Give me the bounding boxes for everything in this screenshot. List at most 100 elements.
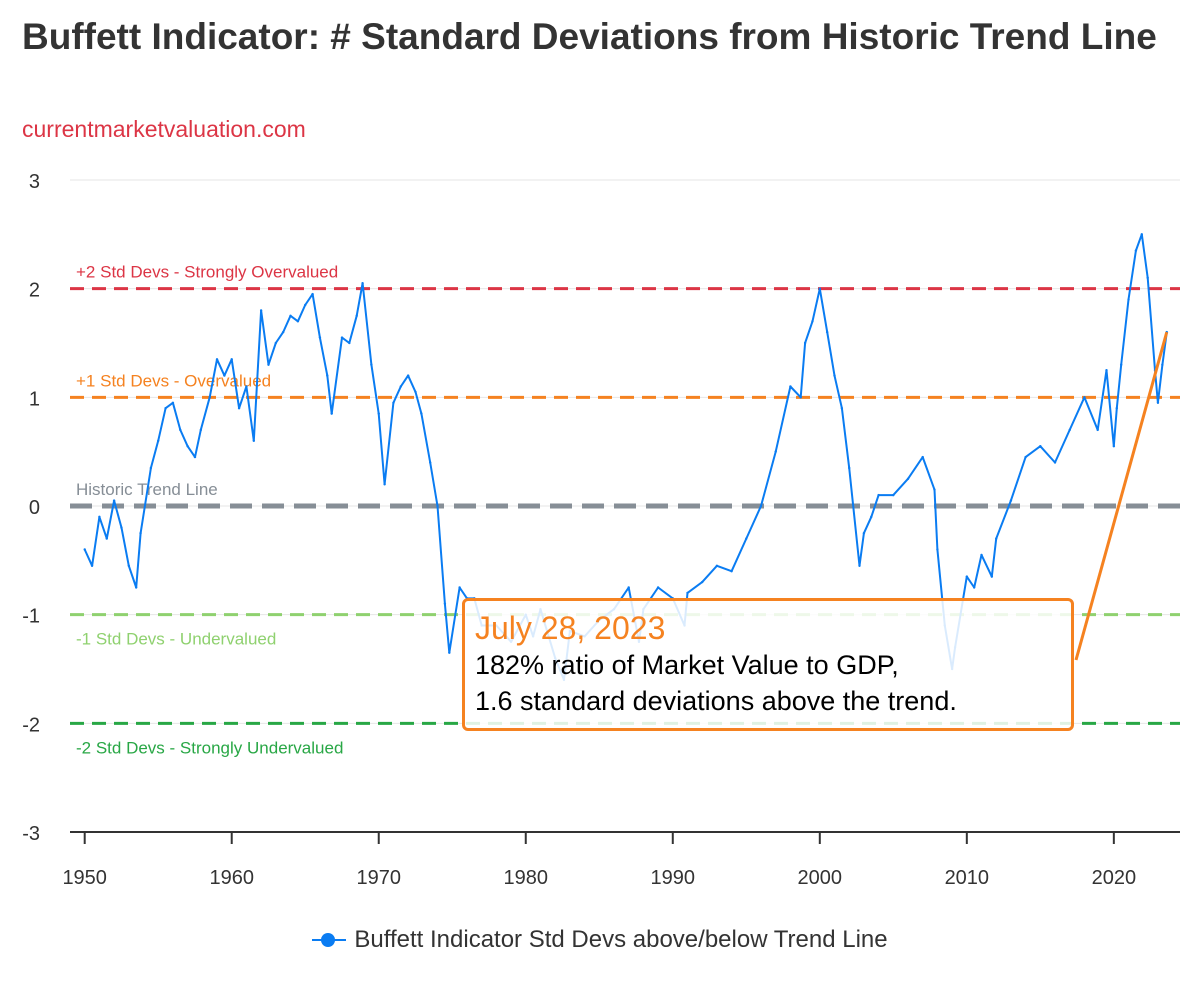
series-point xyxy=(304,303,307,307)
series-point xyxy=(179,428,182,432)
series-point xyxy=(921,455,924,459)
series-point xyxy=(215,358,219,361)
series-point xyxy=(171,401,175,404)
series-point xyxy=(818,287,822,290)
series-point xyxy=(799,396,802,399)
x-tick-label: 2010 xyxy=(945,867,990,889)
series-point xyxy=(120,526,123,529)
tooltip-date: July 28, 2023 xyxy=(475,610,666,646)
series-point xyxy=(745,537,748,540)
series-point xyxy=(348,341,351,345)
series-point xyxy=(340,336,344,339)
series-point xyxy=(428,461,432,464)
data-tooltip: July 28, 2023 182% ratio of Market Value… xyxy=(462,598,1074,731)
tooltip-ratio-text: 182% ratio of Market Value to GDP, xyxy=(475,650,899,680)
series-point xyxy=(252,439,255,442)
series-point xyxy=(383,483,386,486)
series-point xyxy=(627,586,630,589)
series-point xyxy=(848,466,851,470)
series-point xyxy=(1024,455,1027,459)
series-point xyxy=(1083,396,1086,399)
series-point xyxy=(318,336,322,339)
series-point xyxy=(1112,445,1116,448)
series-point xyxy=(1146,276,1149,279)
series-point xyxy=(208,396,211,399)
series-point xyxy=(377,412,380,415)
series-point xyxy=(870,515,873,519)
series-point xyxy=(1140,233,1143,236)
series-point xyxy=(1068,428,1071,432)
series-point xyxy=(448,651,451,654)
series-point xyxy=(906,477,910,481)
series-point xyxy=(1115,407,1118,410)
chart-legend[interactable]: Buffett Indicator Std Devs above/below T… xyxy=(0,926,1200,954)
series-point xyxy=(406,374,410,377)
series-point xyxy=(149,466,153,470)
series-point xyxy=(825,330,829,334)
series-point xyxy=(311,292,314,296)
series-point xyxy=(1119,363,1123,366)
series-point xyxy=(990,575,994,578)
series-point xyxy=(199,428,203,432)
series-point xyxy=(420,412,423,415)
tooltip-connector xyxy=(1074,331,1169,661)
series-point xyxy=(1161,363,1164,366)
y-tick-label: 1 xyxy=(29,388,40,410)
series-point xyxy=(686,591,689,595)
series-point xyxy=(811,320,814,323)
series-point xyxy=(90,564,94,567)
series-point xyxy=(858,564,861,567)
legend-item-series[interactable]: Buffett Indicator Std Devs above/below T… xyxy=(312,926,888,954)
series-point xyxy=(399,385,402,388)
series-point xyxy=(715,564,719,567)
x-tick-label: 1960 xyxy=(209,867,254,889)
y-tick-label: 2 xyxy=(29,280,40,302)
series-point xyxy=(789,385,792,388)
series-point xyxy=(972,586,976,589)
x-tick-label: 1980 xyxy=(504,867,549,889)
series-point xyxy=(995,537,998,540)
series-point xyxy=(193,455,197,459)
legend-series-label: Buffett Indicator Std Devs above/below T… xyxy=(354,926,888,953)
series-point xyxy=(105,537,108,540)
series-point xyxy=(1009,499,1013,502)
series-point xyxy=(230,358,233,361)
series-point xyxy=(83,548,86,551)
plot-line-label: -2 Std Devs - Strongly Undervalued xyxy=(76,738,343,757)
series-point xyxy=(892,493,895,497)
series-point xyxy=(458,586,461,589)
series-point xyxy=(965,575,969,578)
series-point xyxy=(1105,368,1108,372)
series-point xyxy=(656,586,660,589)
x-tick-label: 2000 xyxy=(798,867,843,889)
series-point xyxy=(127,564,131,567)
series-point xyxy=(862,531,866,535)
series-point xyxy=(186,445,189,448)
x-tick-label: 2020 xyxy=(1092,867,1137,889)
series-point xyxy=(370,363,373,366)
series-point xyxy=(274,341,278,345)
series-point xyxy=(361,282,364,285)
series-point xyxy=(289,314,292,318)
series-point xyxy=(936,548,939,551)
series-point xyxy=(1053,461,1057,464)
series-point xyxy=(112,499,116,502)
series-point xyxy=(164,407,167,410)
series-point xyxy=(877,493,880,497)
series-point xyxy=(98,515,101,519)
chart-subtitle[interactable]: currentmarketvaluation.com xyxy=(22,116,306,142)
series-point xyxy=(1134,249,1138,252)
y-tick-label: 0 xyxy=(29,497,40,519)
series-point xyxy=(759,504,763,508)
series-point xyxy=(840,407,844,410)
series-point xyxy=(281,330,285,334)
series-point xyxy=(157,439,160,442)
series-point xyxy=(245,385,248,388)
series-point xyxy=(392,401,395,404)
series-point xyxy=(443,602,447,605)
x-tick-label: 1950 xyxy=(62,867,107,889)
series-point xyxy=(237,407,241,410)
y-tick-label: 3 xyxy=(29,171,40,193)
series-point xyxy=(833,374,836,377)
